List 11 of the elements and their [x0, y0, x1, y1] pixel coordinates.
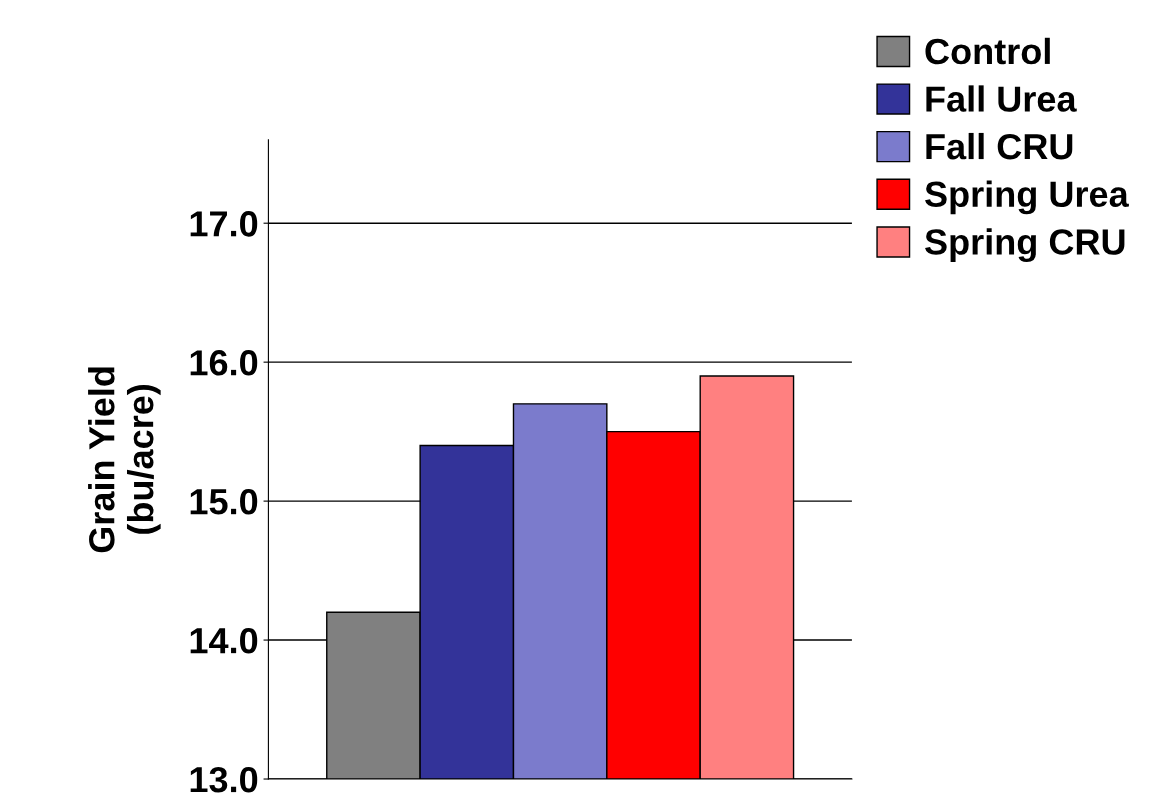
y-tick-label: 13.0 [190, 766, 258, 793]
y-tick-label: 16.0 [190, 350, 258, 376]
legend-label: Control [925, 37, 1050, 65]
y-axis-title: Grain Yield (bu/acre) [88, 367, 161, 553]
legend-label: Fall CRU [926, 132, 1073, 160]
legend-label: Fall Urea [926, 85, 1077, 112]
y-tick-label: 17.0 [190, 211, 258, 237]
y-tick-label: 15.0 [190, 488, 258, 515]
y-tick-label: 14.0 [190, 627, 258, 654]
legend-label: Spring Urea [925, 180, 1129, 215]
legend-label: Spring CRU [925, 228, 1125, 263]
